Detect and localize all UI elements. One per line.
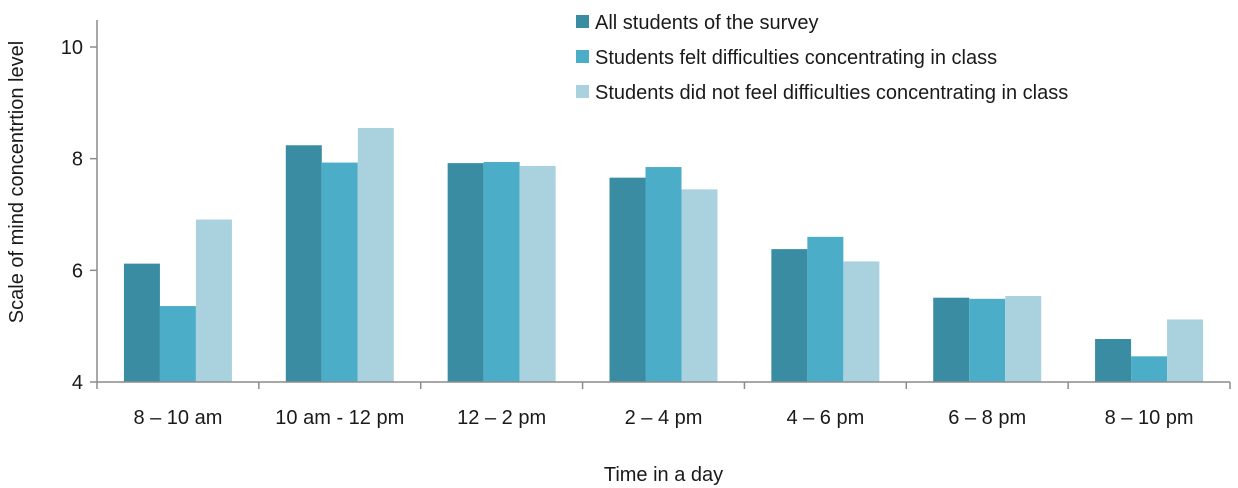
x-tick-label: 8 – 10 pm: [1105, 407, 1194, 429]
bar: [807, 236, 844, 382]
legend-swatch: [576, 85, 589, 98]
x-ticks: 8 – 10 am 10 am - 12 pm 12 – 2 pm 2 – 4 pm 4…: [96, 382, 1231, 429]
bar: [321, 162, 358, 382]
bar: [609, 177, 646, 382]
x-tick-label: 12 – 2 pm: [457, 407, 546, 429]
y-tick-label: 4: [72, 372, 83, 394]
bar: [771, 249, 808, 382]
bar: [519, 165, 556, 382]
bar: [681, 189, 718, 382]
bar: [1167, 319, 1204, 382]
legend-label: Students did not feel difficulties conce…: [595, 82, 1068, 104]
y-tick-label: 6: [72, 260, 83, 282]
x-tick-label: 8 – 10 am: [133, 407, 222, 429]
legend-swatch: [576, 15, 589, 28]
x-tick-label: 10 am - 12 pm: [275, 407, 404, 429]
y-ticks: 4 6 8 10: [61, 37, 97, 394]
bar: [1005, 296, 1042, 382]
y-axis-title: Scale of mind concentrtion level: [6, 41, 28, 323]
bar: [933, 297, 970, 382]
legend-label: All students of the survey: [595, 12, 818, 34]
bar: [123, 263, 160, 382]
bar: [447, 163, 484, 382]
bar: [645, 167, 682, 382]
bar: [843, 261, 880, 382]
axes-layer: [96, 20, 1230, 383]
bar: [357, 127, 394, 382]
y-tick-label: 8: [72, 149, 83, 171]
x-tick-label: 2 – 4 pm: [625, 407, 703, 429]
bar: [1095, 339, 1132, 382]
bar: [285, 145, 322, 382]
x-axis-title: Time in a day: [604, 464, 723, 486]
legend-label: Students felt difficulties concentrating…: [595, 47, 997, 69]
legend-swatch: [576, 50, 589, 63]
x-tick-label: 6 – 8 pm: [948, 407, 1026, 429]
bar: [1131, 356, 1168, 382]
x-tick-label: 4 – 6 pm: [786, 407, 864, 429]
bar: [969, 298, 1006, 382]
bars-layer: [123, 127, 1204, 382]
bar: [483, 162, 520, 382]
y-tick-label: 10: [61, 37, 83, 59]
bar: [195, 219, 232, 382]
bar: [159, 306, 196, 382]
legend: All students of the survey Students felt …: [576, 12, 1068, 104]
